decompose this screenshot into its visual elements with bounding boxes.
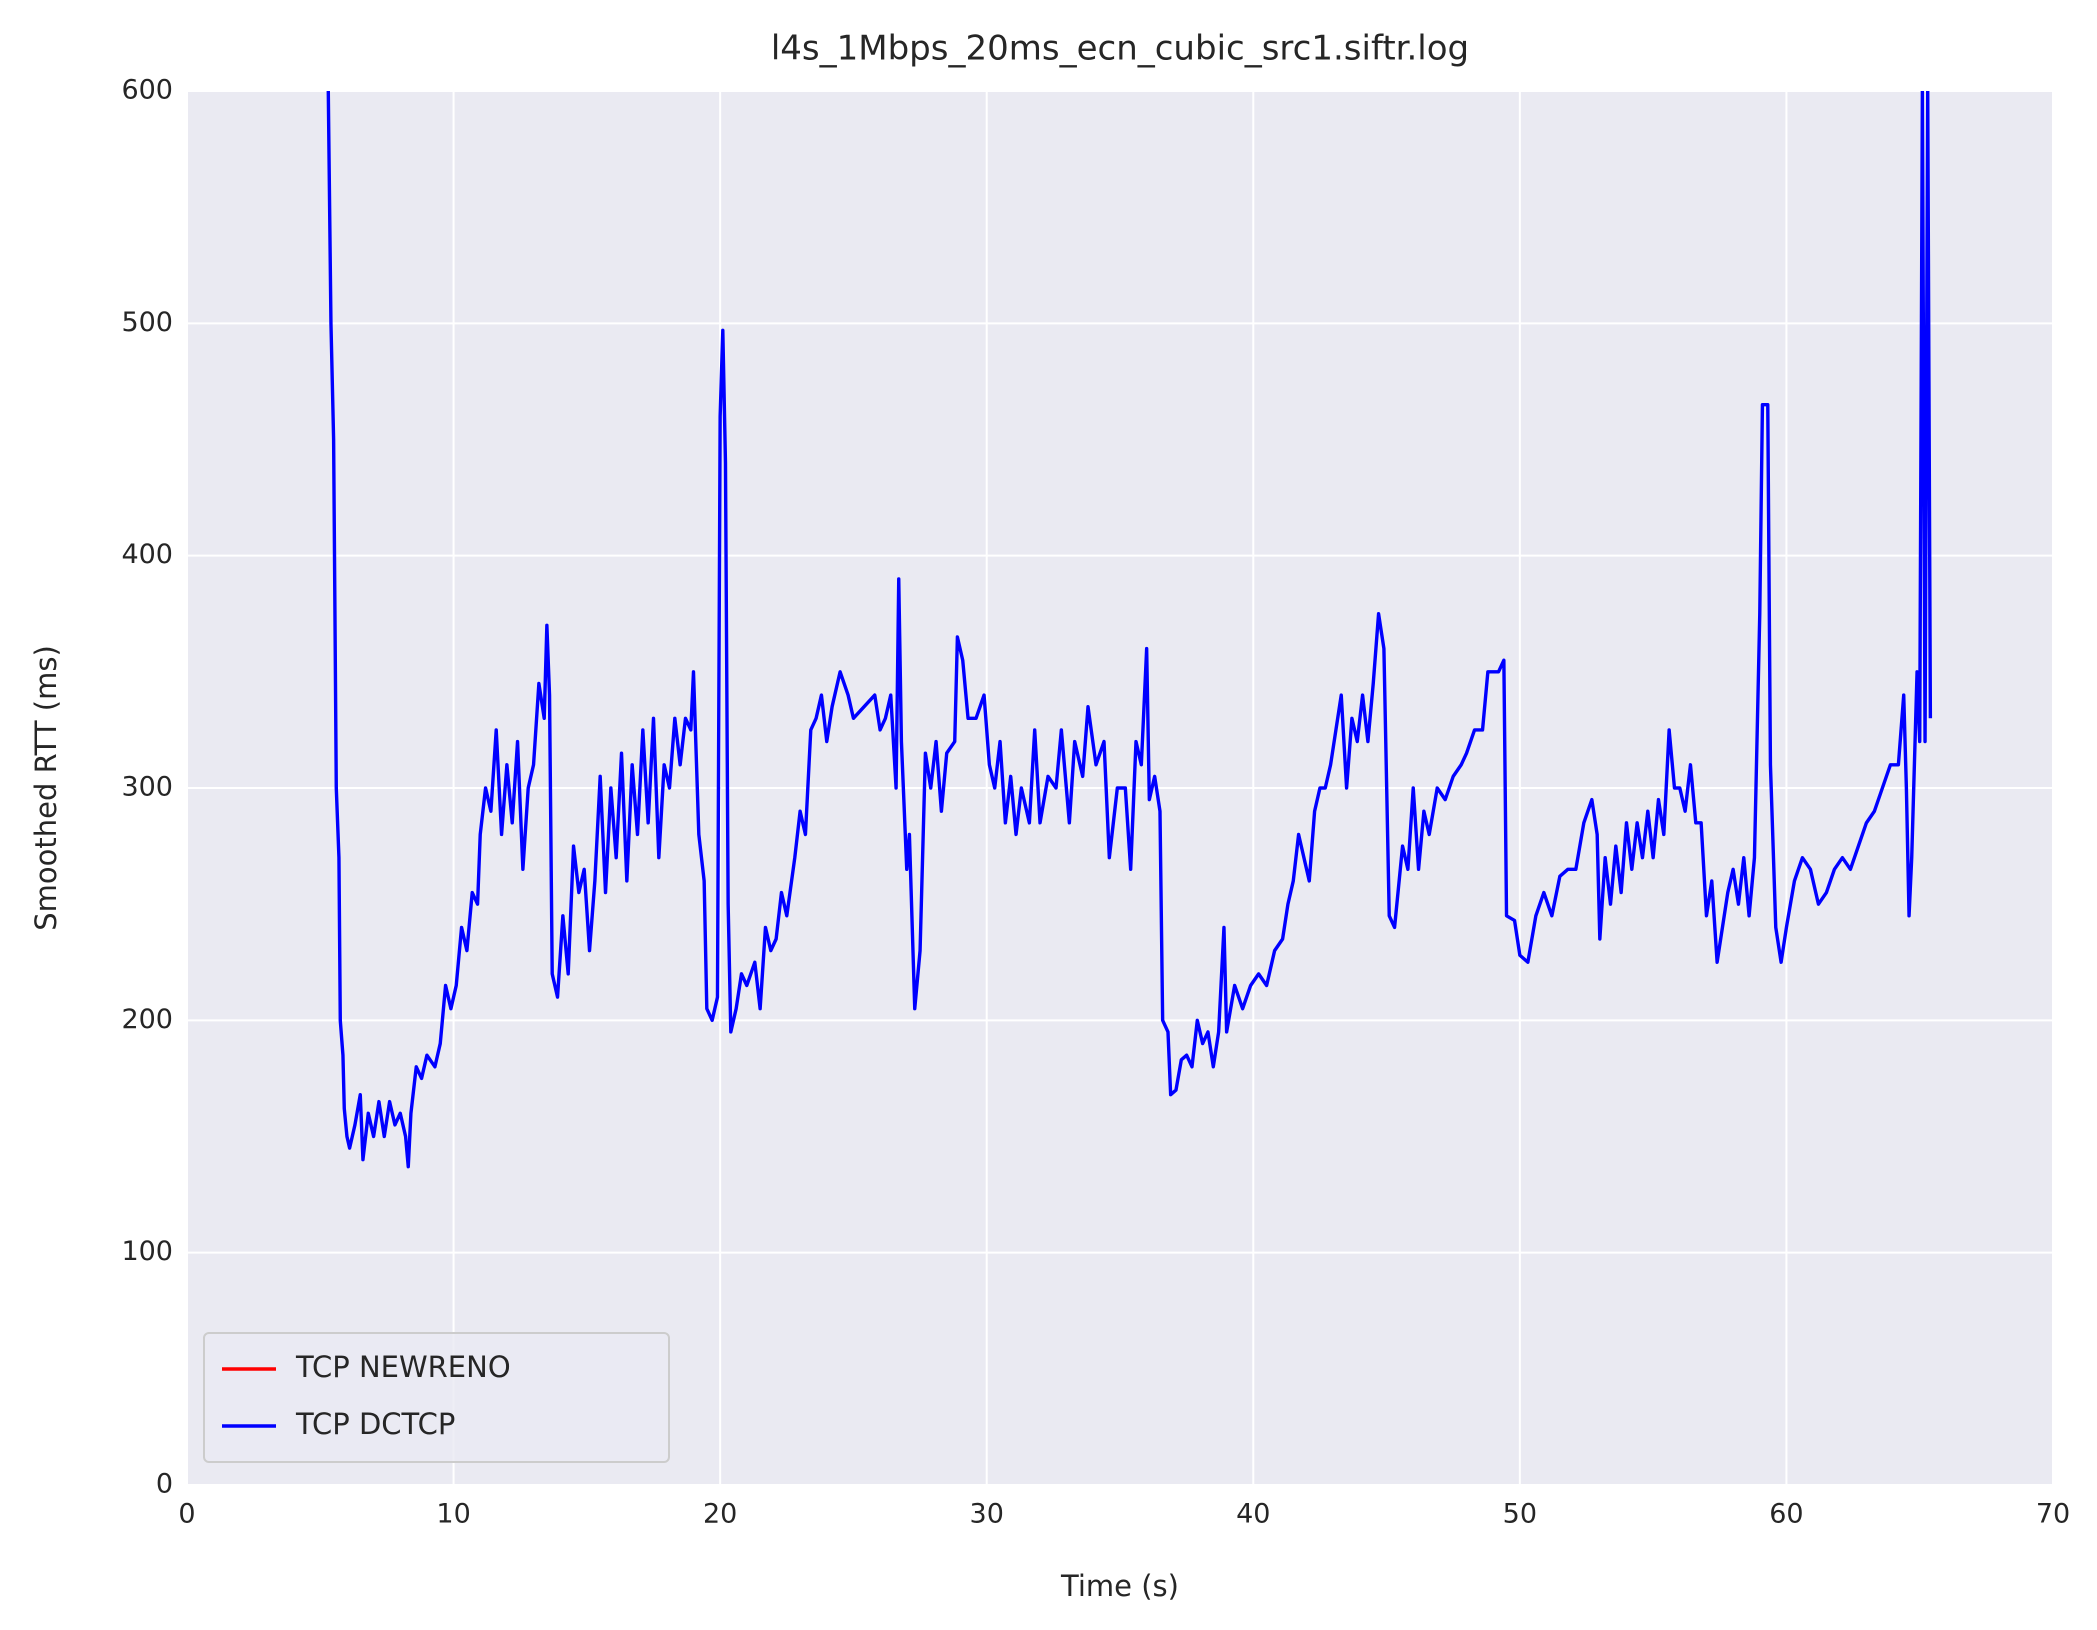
series-line xyxy=(326,91,1933,1169)
x-tick-label: 30 xyxy=(970,1499,1004,1530)
x-axis-label: Time (s) xyxy=(1060,1569,1179,1603)
y-tick-label: 500 xyxy=(121,307,173,338)
y-tick-label: 400 xyxy=(121,539,173,570)
x-tick-label: 50 xyxy=(1503,1499,1537,1530)
legend-box xyxy=(203,1332,670,1463)
chart-title: l4s_1Mbps_20ms_ecn_cubic_src1.siftr.log xyxy=(771,29,1469,69)
legend-label: TCP DCTCP xyxy=(295,1407,455,1441)
y-axis-label: Smoothed RTT (ms) xyxy=(29,645,63,931)
x-tick-label: 0 xyxy=(178,1499,195,1530)
y-tick-label: 600 xyxy=(121,75,173,106)
y-tick-label: 0 xyxy=(156,1469,173,1500)
y-tick-label: 100 xyxy=(121,1236,173,1267)
x-tick-label: 70 xyxy=(2036,1499,2070,1530)
y-tick-label: 300 xyxy=(121,772,173,803)
x-tick-label: 60 xyxy=(1769,1499,1803,1530)
x-tick-label: 10 xyxy=(436,1499,470,1530)
legend-label: TCP NEWRENO xyxy=(295,1350,511,1384)
y-tick-label: 200 xyxy=(121,1004,173,1035)
x-tick-label: 20 xyxy=(703,1499,737,1530)
x-tick-label: 40 xyxy=(1236,1499,1270,1530)
